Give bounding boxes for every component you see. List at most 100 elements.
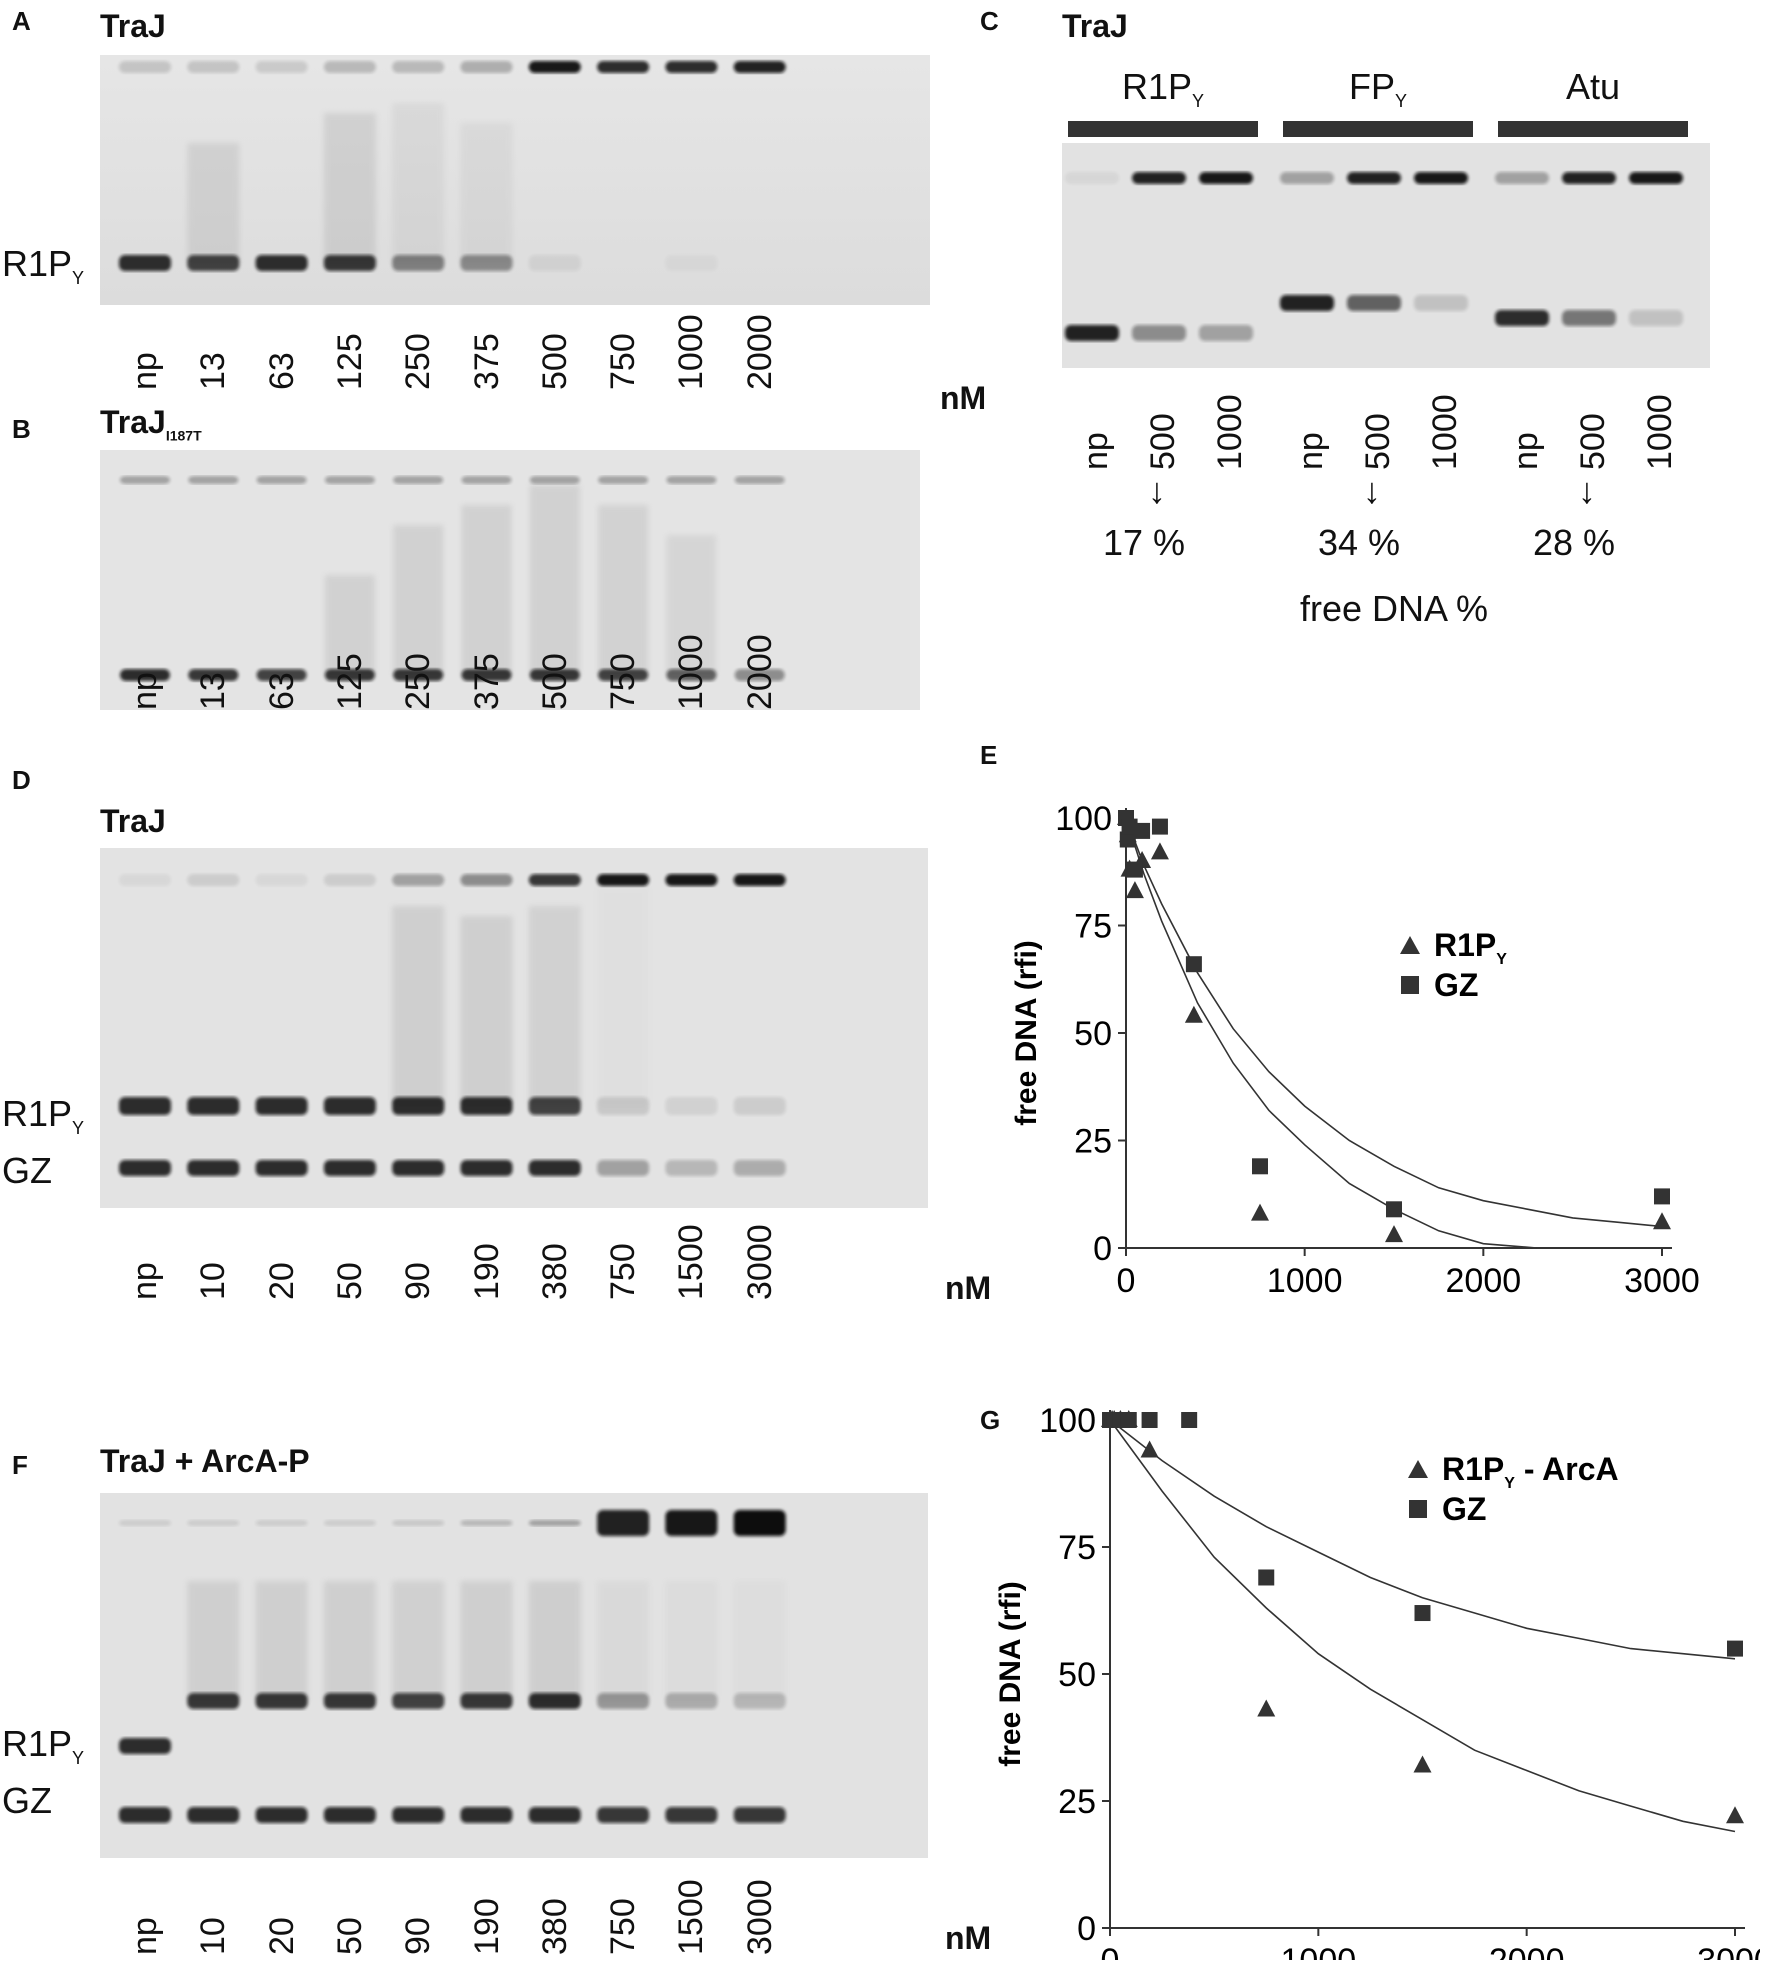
data-point-triangle [1653,1212,1671,1230]
panel-b-lane-label: 125 [330,653,369,710]
gel-band [323,1807,376,1823]
gel-band [255,1693,308,1709]
panel-c-lane-label: 1000 [1426,394,1464,470]
panel-a-letter: A [12,6,31,36]
gel-band [461,476,512,484]
gel-band [119,1738,171,1754]
gel-band [1065,172,1119,184]
gel-band [1199,325,1253,341]
gel-band [255,1097,308,1115]
panel-b-letter: B [12,414,31,444]
x-tick-label: 3000 [1697,1942,1760,1960]
panel-b-lane-label: 2000 [740,634,779,710]
legend-square-icon [1409,1500,1427,1518]
gel-band [528,61,581,73]
gel-band [529,669,580,681]
gel-band [528,1693,581,1709]
gel-band [119,61,171,73]
legend-triangle-icon [1400,936,1420,954]
gel-band [598,669,649,681]
fit-curve-triangle [1109,1419,1736,1833]
gel-band [734,669,785,681]
panel-c-lane-label: 500 [1574,413,1612,470]
data-point-square [1134,822,1151,839]
y-axis-label: free DNA (rfi) [994,1581,1027,1767]
panel-c-group-bar [1498,121,1688,137]
panel-g-letter: G [980,1405,1001,1435]
gel-band [460,255,513,271]
panel-a-lane-label: 750 [604,333,643,390]
gel-band [460,61,513,73]
legend-square-icon [1401,976,1419,994]
panel-f-lane-label: 750 [604,1898,643,1955]
gel-band [460,1693,513,1709]
gel-band [597,874,650,886]
panel-a-lane-label: 125 [330,333,369,390]
y-tick-label: 25 [1074,1123,1112,1161]
y-tick-label: 0 [1093,1230,1112,1268]
gel-band [598,476,649,484]
gel-band [187,1693,240,1709]
gel-band [665,1693,718,1709]
data-point-triangle [1140,1440,1159,1458]
gel-band [1132,172,1186,184]
legend-label: GZ [1442,1491,1486,1527]
gel-band [323,1693,376,1709]
panel-a-lane-label: 375 [467,333,506,390]
gel-band [733,874,786,886]
gel-band [528,255,581,271]
x-tick-label: 1000 [1267,1262,1343,1300]
panel-c-lane-label: 500 [1359,413,1397,470]
panel-f-band1: R1PY [2,1723,85,1769]
gel-band [120,669,170,681]
gel-band [1280,172,1334,184]
gel-band [187,61,240,73]
data-point-triangle [1413,1755,1432,1773]
gel-band [187,255,240,271]
panel-d-lane-label: 380 [535,1243,574,1300]
gel-band [119,255,171,271]
gel-band [1495,310,1549,326]
data-point-square [1414,1605,1431,1622]
panel-f-lane-label: 380 [535,1898,574,1955]
gel-band [461,669,512,681]
gel-band [1629,310,1683,326]
legend-triangle-icon [1408,1460,1428,1478]
down-arrow-icon: ↓ [1148,470,1166,511]
panel-a-lane-label: 1000 [672,314,711,390]
data-point-square [1126,861,1143,878]
gel-band [323,1520,376,1526]
panel-f-lane-label: np [126,1917,164,1955]
panel-a-lane-label: 250 [399,333,438,390]
panel-d-letter: D [12,765,31,795]
gel-band [528,1520,581,1526]
gel-band [1414,172,1468,184]
panel-c-lane-label: 1000 [1641,394,1679,470]
panel-a-lane-label: 63 [262,352,301,390]
panel-b-lane-label: 500 [535,653,574,710]
gel-band [460,1520,513,1526]
panel-d-lane-label: 750 [604,1243,643,1300]
gel-band [733,1097,786,1115]
gel-band [1347,295,1401,311]
legend-label: R1PY - ArcA [1442,1451,1619,1492]
gel-band [187,874,240,886]
gel-band [323,255,376,271]
panel-d-unit: nM [945,1270,992,1306]
gel-band [323,874,376,886]
gel-band [324,476,375,484]
panel-d-lane-label: 3000 [740,1224,779,1300]
legend-label: GZ [1434,967,1478,1003]
data-point-triangle [1385,1225,1403,1243]
panel-f-lane-label: 10 [194,1917,233,1955]
data-point-triangle [1150,842,1169,860]
gel-band [255,874,308,886]
gel-band [188,669,239,681]
panel-d-band1: R1PY [2,1093,85,1139]
panel-c-free-percent: 34 % [1318,522,1401,563]
gel-band [392,1807,445,1823]
gel-band [1629,172,1683,184]
gel-b [100,450,920,710]
gel-band [597,61,650,73]
